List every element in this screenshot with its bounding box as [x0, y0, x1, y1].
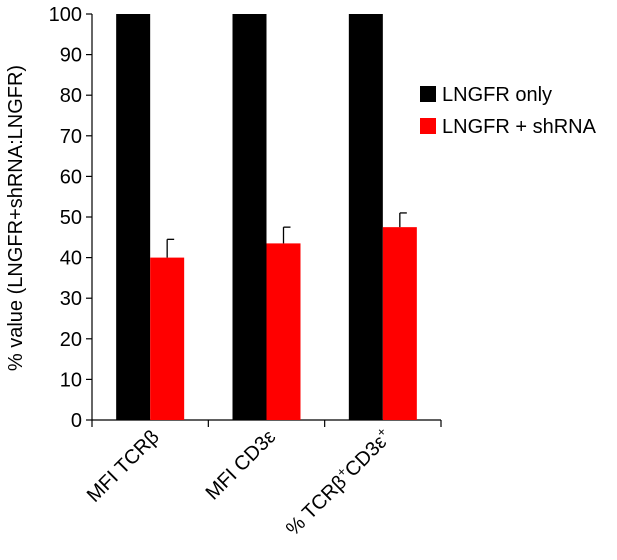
y-tick-label: 20 — [60, 329, 82, 351]
bar-lngfr-only — [232, 14, 267, 420]
bar-lngfr-only — [116, 14, 151, 420]
legend-label: LNGFR only — [442, 84, 552, 106]
x-axis: MFI TCRβ MFI CD3ε% TCRβ+CD3ε+ — [83, 419, 442, 540]
bars — [116, 14, 417, 420]
bar-lngfr-only — [348, 14, 383, 420]
y-tick-label: 80 — [60, 85, 82, 107]
legend-swatch — [420, 118, 436, 134]
y-tick-label: 40 — [60, 248, 82, 270]
y-tick-label: 60 — [60, 166, 82, 188]
y-tick-label: 70 — [60, 126, 82, 148]
y-axis: 0 10 20 30 40 50 60 70 80 90 100 — [49, 4, 93, 432]
bar-lngfr-shrna — [382, 227, 417, 420]
legend-label: LNGFR + shRNA — [442, 116, 597, 138]
legend: LNGFR only LNGFR + shRNA — [420, 84, 597, 138]
y-tick-label: 0 — [71, 410, 82, 432]
x-tick-label: MFI CD3ε — [202, 426, 280, 504]
y-axis-label: % value (LNGFR+shRNA:LNGFR) — [5, 65, 27, 371]
y-tick-label: 30 — [60, 288, 82, 310]
y-tick-label: 10 — [60, 369, 82, 391]
y-tick-label: 90 — [60, 45, 82, 67]
x-tick-label: % TCRβ+CD3ε+ — [280, 424, 396, 540]
x-tick-label: MFI TCRβ — [83, 426, 164, 507]
y-tick-label: 100 — [49, 4, 82, 26]
bar-lngfr-shrna — [266, 243, 301, 420]
legend-swatch — [420, 86, 436, 102]
bar-lngfr-shrna — [150, 257, 185, 420]
y-tick-label: 50 — [60, 207, 82, 229]
